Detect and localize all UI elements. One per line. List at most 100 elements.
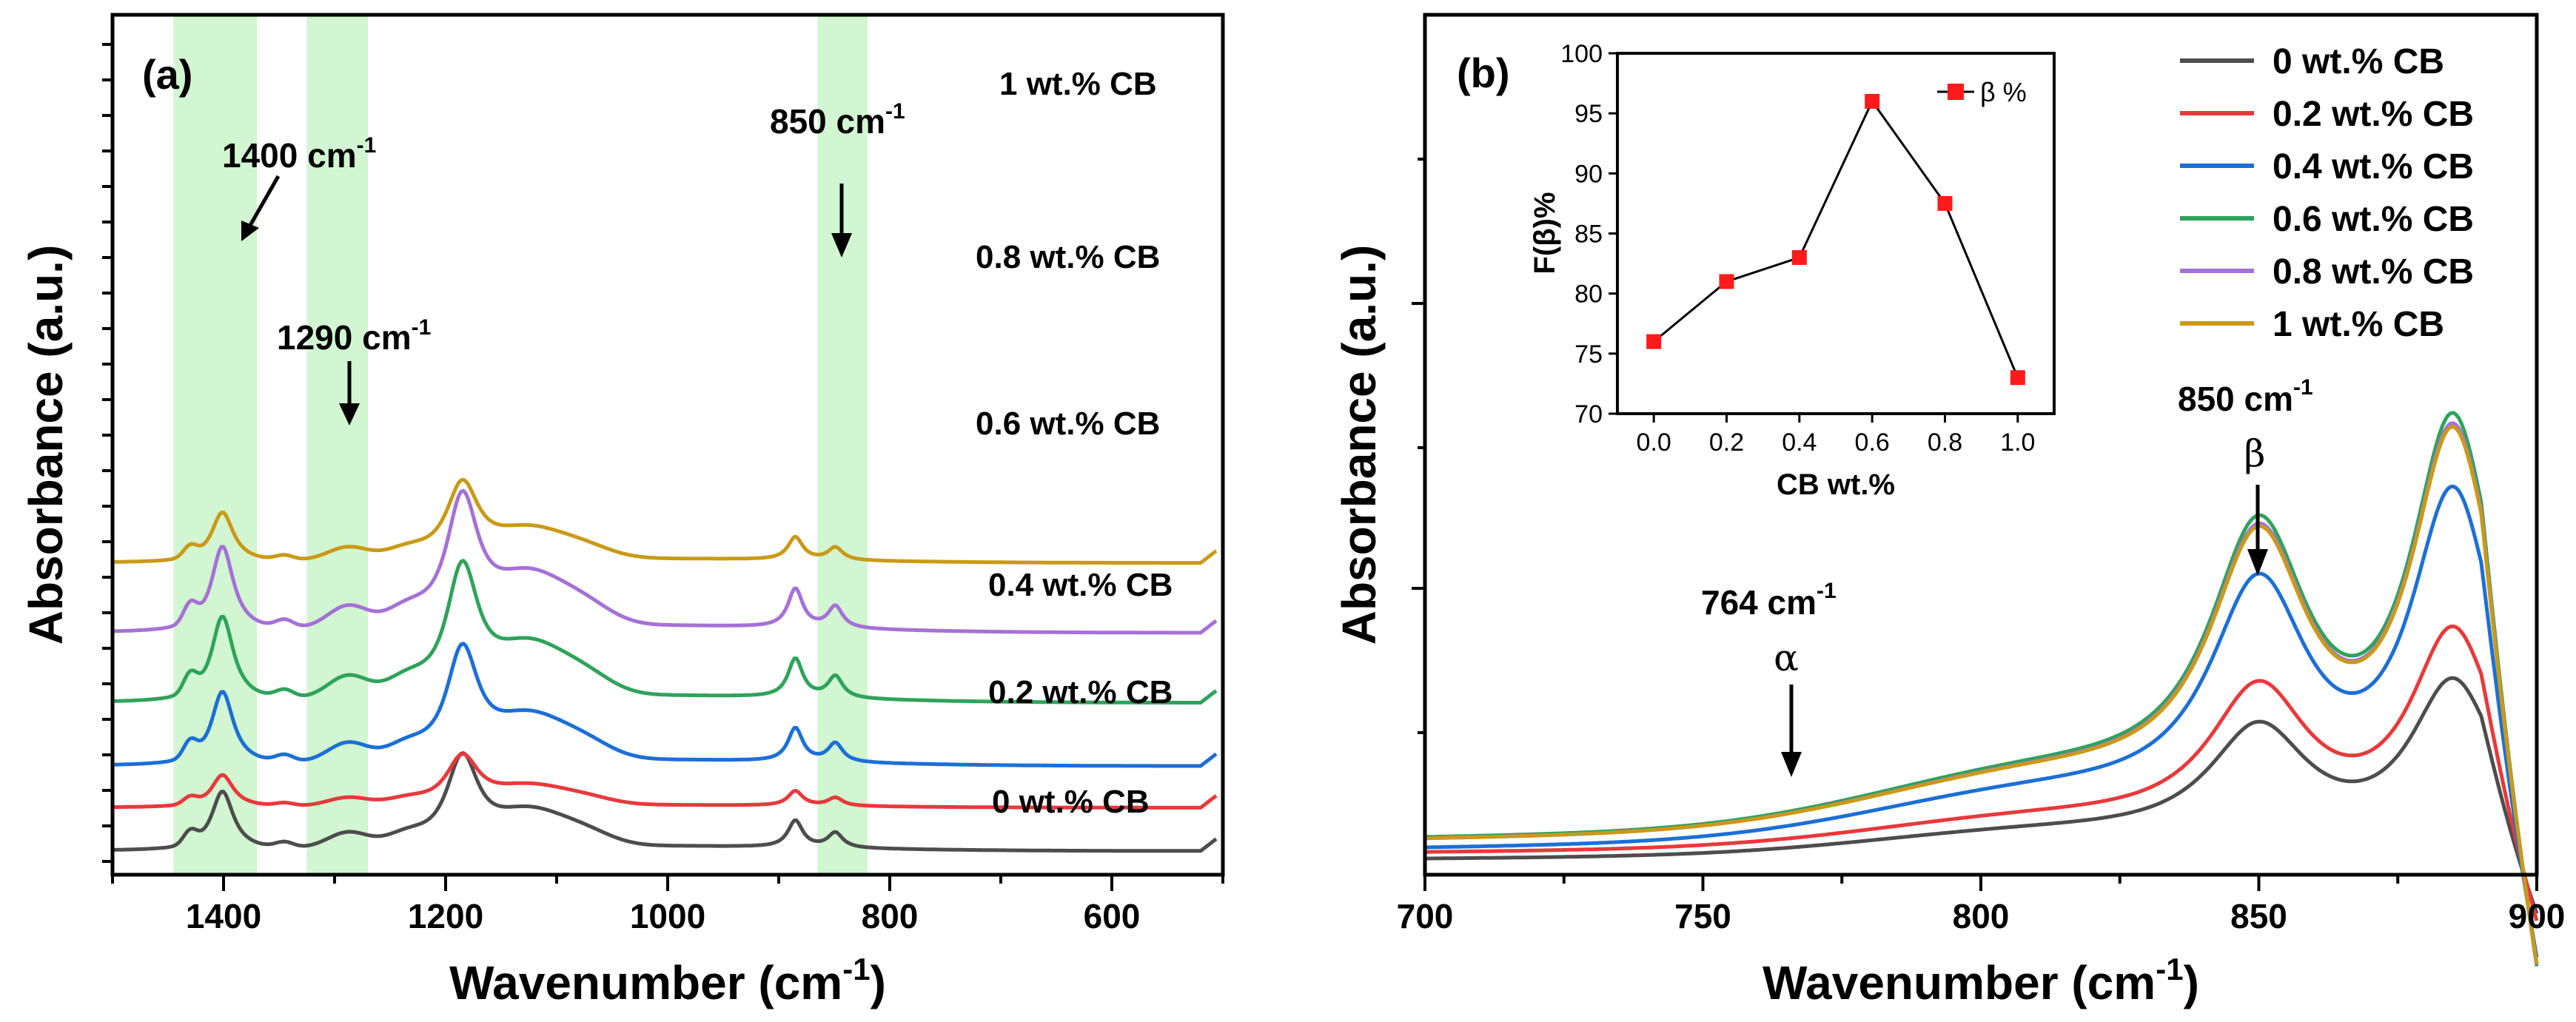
highlight-band-0 [173,15,257,875]
panel-b-y-axis-title: Absorbance (a.u.) [1332,245,1386,645]
legend-label-1: 0.2 wt.% CB [2273,95,2474,134]
annotation-1400-text: 1400 cm [222,136,357,175]
panel-b: 700 750 800 850 900 (b) 0 wt.% CB 0.2 wt.% CB… [1332,13,2566,1009]
y-axis-ticks [102,43,113,863]
x-tick-label-1200: 1200 [408,897,483,935]
legend-label-4: 0.8 wt.% CB [2273,252,2474,292]
b-x-tick-label-900: 900 [2509,897,2566,935]
zoom-spectrum-0.2wt.CB [1425,624,2539,921]
inset-ticks: 0.0 0.2 0.4 0.6 0.8 1.0 70 75 80 85 90 95 100 [1560,40,2035,457]
b-x-tick-label-800: 800 [1953,897,2010,935]
inset-x-tick-label-2: 0.4 [1782,428,1817,457]
inset-point-1 [1719,274,1734,289]
inset-legend: β % [1937,77,2027,107]
highlight-band-1 [306,15,368,875]
svg-text:1400 cm-1: 1400 cm-1 [222,133,376,175]
annotation-850b-greek: β [2244,432,2266,475]
highlight-band-2 [817,15,868,875]
panel-a: 1400 1200 1000 800 600 (a) 1 wt.% CB 0.8 wt.… [19,13,1225,1009]
annotation-764-text: 764 cm [1701,583,1817,622]
inset-y-tick-label-4: 90 [1574,160,1603,188]
inset-y-tick-label-0: 70 [1574,400,1603,428]
svg-text:850 cm-1: 850 cm-1 [770,99,905,141]
annotation-850-arrowhead [831,233,852,258]
zoom-spectrum-1wt.CB [1425,425,2539,964]
series-label-0.8wt: 0.8 wt.% CB [976,239,1160,275]
annotation-850: 850 cm-1 [770,99,905,258]
legend: 0 wt.% CB 0.2 wt.% CB 0.4 wt.% CB 0.6 wt.% … [2180,42,2474,344]
inset-x-tick-label-1: 0.2 [1709,428,1744,457]
x-axis-ticks-b: 700 750 800 850 900 [1397,875,2566,935]
b-x-tick-label-750: 750 [1674,897,1731,935]
panel-a-label: (a) [142,51,192,98]
inset-point-2 [1791,249,1807,265]
inset-x-tick-label-5: 1.0 [2000,428,2035,457]
annotation-764-greek: α [1774,636,1799,679]
y-axis-ticks-b [1412,158,1425,734]
inset-y-tick-label-3: 85 [1574,221,1603,249]
annotation-1290-text: 1290 cm [277,318,412,357]
annotation-1400-arrow [246,175,281,229]
annotation-1400-arrowhead [241,221,259,241]
inset-y-tick-label-1: 75 [1574,340,1603,369]
annotation-850b-sup: -1 [2293,375,2313,400]
legend-label-5: 1 wt.% CB [2273,305,2444,344]
b-x-tick-label-700: 700 [1397,897,1454,935]
spectrum-0.4wt.CB [112,642,1218,768]
inset-y-tick-label-2: 80 [1574,280,1603,309]
spectrum-0.6wt.CB [113,559,1218,705]
zoom-spectrum-0.4wt.CB [1425,484,2539,958]
inset-x-tick-label-0: 0.0 [1637,428,1671,457]
annotation-1290-arrowhead [339,403,360,426]
annotation-1400-sup: -1 [357,133,377,158]
inset-point-4 [1937,195,1953,211]
inset-x-axis-title: CB wt.% [1777,468,1895,501]
inset-legend-label: β % [1980,77,2027,107]
panel-a-x-axis-title: Wavenumber (cm-1) [449,952,886,1009]
spectrum-0.8wt.CB [113,488,1218,635]
inset-point-5 [2010,370,2025,386]
inset-x-tick-label-4: 0.8 [1928,428,1962,457]
inset-series [1646,93,2025,386]
series-label-0.4wt: 0.4 wt.% CB [988,567,1173,603]
annotation-850-text: 850 cm [770,102,885,141]
annotation-850b-text: 850 cm [2178,380,2293,418]
svg-text:764 cm-1: 764 cm-1 [1701,579,1837,622]
panel-b-label: (b) [1457,50,1510,96]
spectrum-1wt.CB [113,477,1218,565]
spectra-curves-zoom [1424,411,2539,967]
inset-chart: 0.0 0.2 0.4 0.6 0.8 1.0 70 75 80 85 90 95 100 β % CB… [1529,40,2056,501]
x-tick-label-1400: 1400 [186,897,261,935]
x-tick-label-1000: 1000 [630,897,705,935]
annotation-850b-arrowhead [2247,549,2268,576]
annotation-1400: 1400 cm-1 [222,133,376,241]
annotation-1290: 1290 cm-1 [277,315,431,426]
annotation-764: 764 cm-1 α [1701,579,1837,777]
svg-text:850 cm-1: 850 cm-1 [2178,375,2313,418]
annotation-850b: 850 cm-1 β [2178,375,2313,576]
legend-label-3: 0.6 wt.% CB [2273,200,2474,239]
inset-line [1653,98,2019,378]
inset-legend-marker [1948,84,1964,100]
x-tick-label-800: 800 [862,897,919,935]
annotation-764-sup: -1 [1817,579,1837,603]
panel-a-y-axis-title: Absorbance (a.u.) [19,245,73,645]
svg-text:1290 cm-1: 1290 cm-1 [277,315,431,357]
spectrum-0wt.CB [113,751,1218,853]
inset-frame [1616,52,2056,415]
annotation-1290-sup: -1 [412,315,432,340]
inset-x-tick-label-3: 0.6 [1855,428,1890,457]
inset-y-tick-label-6: 100 [1560,40,1603,68]
b-x-tick-label-850: 850 [2230,897,2287,935]
spectrum-0.2wt.CB [113,752,1218,810]
annotation-850-sup: -1 [885,99,905,124]
inset-point-0 [1646,334,1662,349]
zoom-spectrum-0wt.CB [1424,676,2539,915]
inset-y-axis-title: F(β)% [1529,192,1561,274]
legend-label-0: 0 wt.% CB [2273,42,2444,81]
series-label-0.6wt: 0.6 wt.% CB [976,406,1160,442]
series-label-0.2wt: 0.2 wt.% CB [988,674,1173,710]
panel-b-x-axis-title: Wavenumber (cm-1) [1762,952,2199,1009]
highlight-bands [173,15,868,875]
